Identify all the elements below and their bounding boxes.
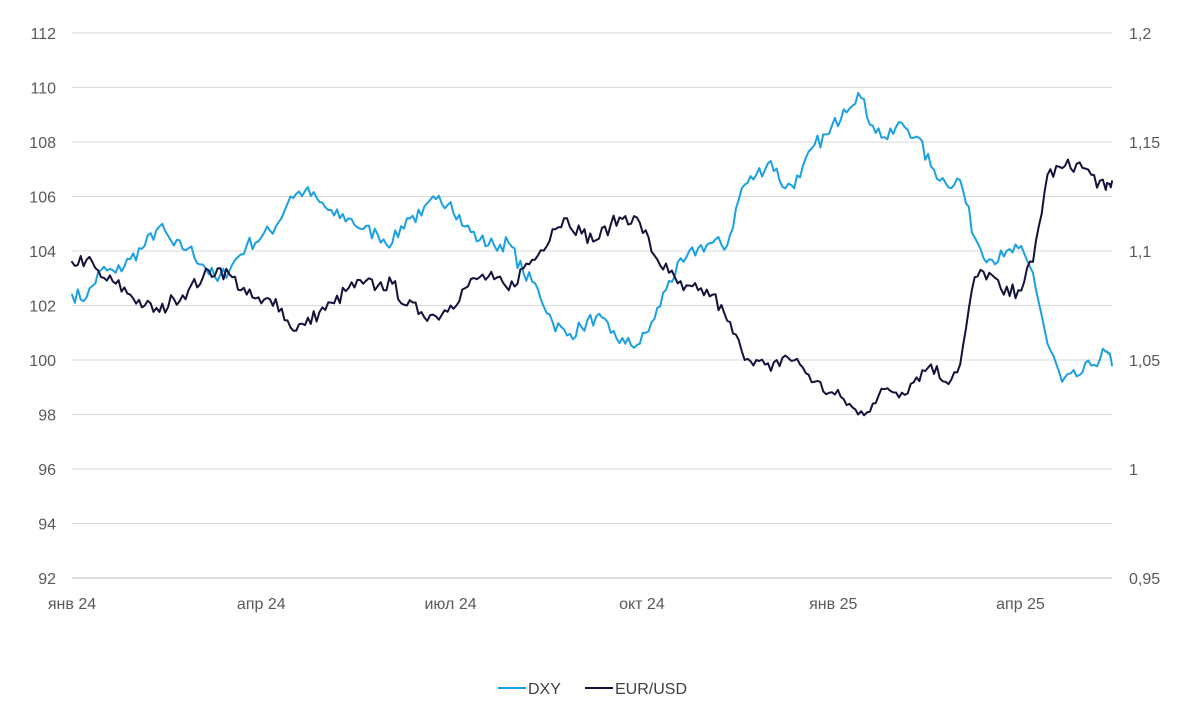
x-tick-label: янв 24 [48,596,96,613]
right-tick-label: 1,15 [1129,135,1160,152]
left-tick-label: 106 [29,190,56,207]
left-tick-label: 108 [29,135,56,152]
legend-label: DXY [528,681,561,698]
series-line-dxy [71,92,1113,383]
left-tick-label: 100 [29,353,56,370]
left-tick-label: 98 [38,408,56,425]
left-axis-ticks: 92 94 96 98 100 102 104 106 108 110 112 [29,26,56,588]
right-tick-label: 1,05 [1129,353,1160,370]
x-tick-label: июл 24 [424,596,476,613]
gridlines [72,32,1112,579]
right-axis-ticks: 0,95 1 1,05 1,1 1,15 1,2 [1129,26,1160,588]
left-tick-label: 92 [38,571,56,588]
right-tick-label: 1,2 [1129,26,1151,43]
x-tick-label: янв 25 [809,596,857,613]
left-tick-label: 102 [29,299,56,316]
right-tick-label: 1,1 [1129,244,1151,261]
right-tick-label: 1 [1129,462,1138,479]
x-axis-ticks: янв 24 апр 24 июл 24 окт 24 янв 25 апр 25 [48,596,1045,613]
left-tick-label: 94 [38,517,56,534]
series-lines [71,92,1113,417]
x-tick-label: апр 25 [996,596,1045,613]
series-line-eurusd [71,158,1113,417]
left-tick-label: 96 [38,462,56,479]
left-tick-label: 104 [29,244,56,261]
x-tick-label: окт 24 [619,596,665,613]
left-tick-label: 112 [30,26,56,43]
legend-label: EUR/USD [615,681,687,698]
right-tick-label: 0,95 [1129,571,1160,588]
x-tick-label: апр 24 [237,596,286,613]
legend: DXY EUR/USD [498,681,687,698]
left-tick-label: 110 [30,81,56,98]
